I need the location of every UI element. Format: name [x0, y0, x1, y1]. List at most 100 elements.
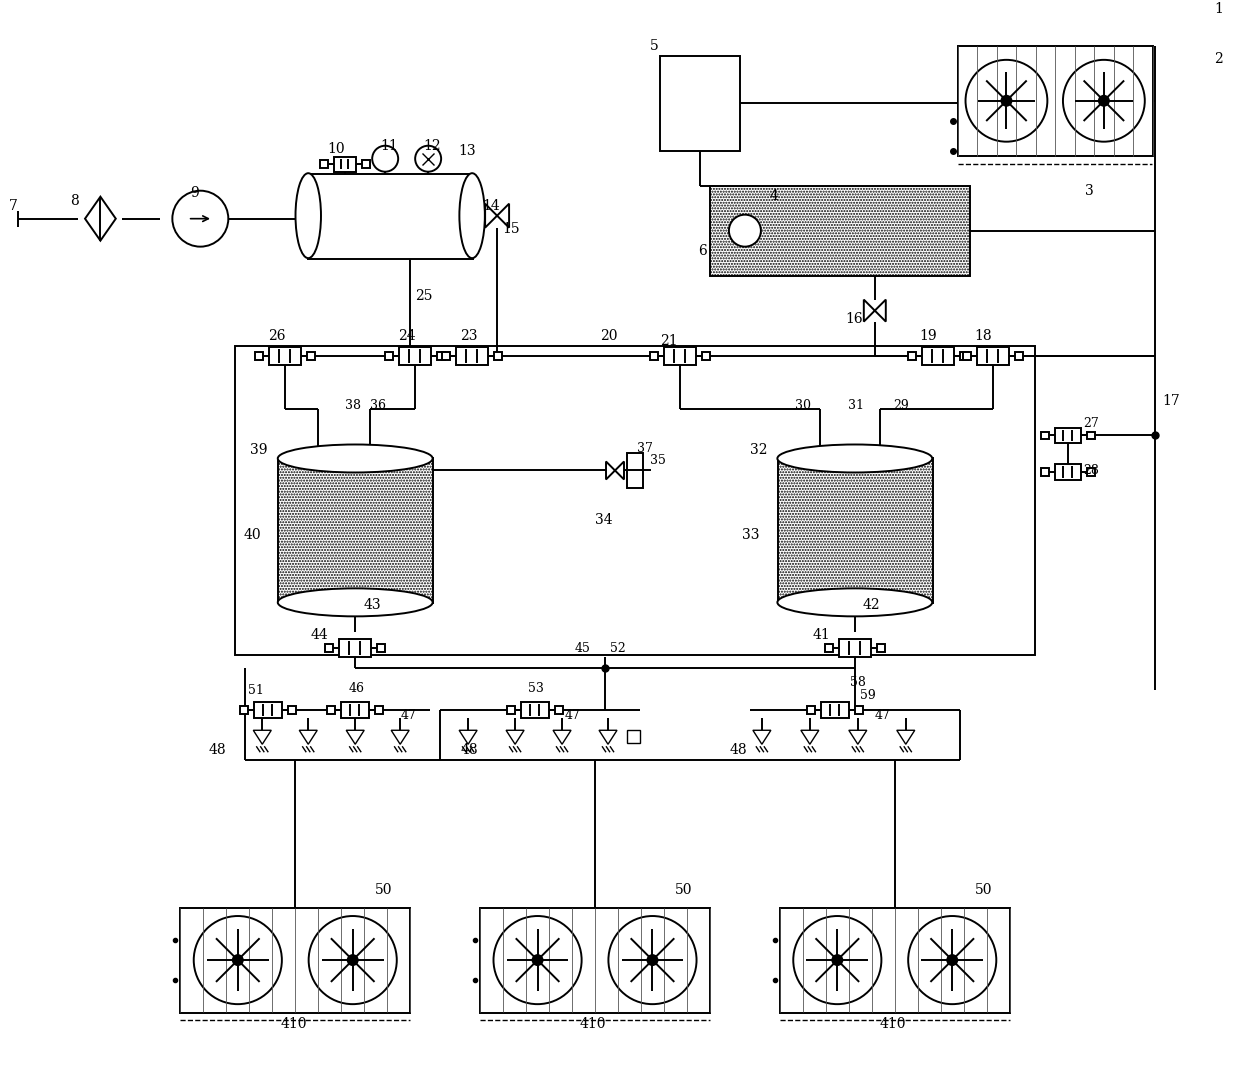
Text: 23: 23: [460, 328, 477, 342]
Text: 9: 9: [190, 186, 200, 200]
Bar: [341, 703, 370, 718]
Bar: [962, 352, 971, 359]
Text: 6: 6: [698, 244, 707, 258]
Text: 44: 44: [310, 629, 329, 643]
Ellipse shape: [278, 444, 433, 472]
Text: 5: 5: [650, 39, 658, 53]
Text: 36: 36: [371, 399, 386, 412]
Polygon shape: [897, 731, 915, 745]
Text: 27: 27: [1084, 417, 1100, 430]
Text: 38: 38: [345, 399, 361, 412]
Text: 410: 410: [580, 1017, 606, 1031]
Polygon shape: [864, 299, 874, 322]
Bar: [960, 352, 967, 359]
Polygon shape: [485, 204, 497, 227]
Bar: [977, 347, 1008, 365]
Text: 33: 33: [742, 528, 759, 543]
Bar: [308, 352, 315, 359]
Bar: [1055, 427, 1080, 443]
Bar: [362, 160, 371, 167]
Polygon shape: [497, 204, 510, 227]
Circle shape: [193, 916, 281, 1004]
Text: 21: 21: [660, 334, 677, 348]
Bar: [957, 46, 1153, 156]
Bar: [376, 706, 383, 715]
Text: 46: 46: [348, 681, 365, 695]
Bar: [340, 640, 371, 658]
Text: 47: 47: [565, 709, 580, 722]
Bar: [1086, 469, 1095, 476]
Bar: [269, 347, 301, 365]
Ellipse shape: [777, 444, 932, 472]
Ellipse shape: [777, 588, 932, 616]
Text: 29: 29: [893, 399, 909, 412]
Text: 18: 18: [975, 328, 992, 342]
Bar: [278, 458, 433, 603]
Circle shape: [347, 955, 357, 965]
Text: 59: 59: [859, 689, 875, 702]
Text: 47: 47: [874, 709, 890, 722]
Text: 10: 10: [327, 142, 345, 156]
Polygon shape: [615, 461, 624, 480]
Text: 50: 50: [975, 883, 992, 897]
Text: 48: 48: [730, 744, 748, 758]
Polygon shape: [299, 731, 317, 745]
Text: 48: 48: [460, 744, 477, 758]
Bar: [854, 706, 863, 715]
Ellipse shape: [295, 173, 321, 259]
Bar: [386, 352, 393, 359]
Bar: [320, 160, 329, 167]
Polygon shape: [506, 731, 525, 745]
Bar: [780, 908, 1009, 1013]
Polygon shape: [391, 731, 409, 745]
Bar: [660, 56, 740, 150]
Text: 39: 39: [250, 443, 268, 457]
Text: 35: 35: [650, 454, 666, 467]
Bar: [377, 644, 386, 652]
Bar: [663, 347, 696, 365]
Text: 45: 45: [575, 642, 591, 655]
Bar: [255, 352, 263, 359]
Polygon shape: [753, 731, 771, 745]
Text: 34: 34: [595, 514, 613, 528]
Bar: [1086, 431, 1095, 440]
Circle shape: [647, 955, 657, 965]
Polygon shape: [553, 731, 572, 745]
Bar: [777, 458, 932, 603]
Bar: [180, 908, 410, 1013]
Circle shape: [172, 191, 228, 247]
Text: 4: 4: [770, 189, 779, 203]
Text: 7: 7: [9, 199, 17, 212]
Text: 14: 14: [482, 199, 500, 212]
Circle shape: [908, 916, 996, 1004]
Bar: [1014, 352, 1023, 359]
Bar: [627, 731, 640, 744]
Text: 50: 50: [675, 883, 692, 897]
Bar: [821, 703, 849, 718]
Circle shape: [233, 955, 243, 965]
Text: 26: 26: [268, 328, 285, 342]
Text: 20: 20: [600, 328, 618, 342]
Text: 17: 17: [1163, 394, 1180, 408]
Bar: [399, 347, 432, 365]
Polygon shape: [801, 731, 818, 745]
Text: 28: 28: [1084, 464, 1100, 477]
Text: 11: 11: [381, 138, 398, 152]
Bar: [1040, 469, 1049, 476]
Circle shape: [832, 955, 842, 965]
Bar: [327, 706, 335, 715]
Bar: [908, 352, 916, 359]
Text: 41: 41: [813, 629, 831, 643]
Circle shape: [532, 955, 543, 965]
Text: 410: 410: [280, 1017, 306, 1031]
Text: 37: 37: [637, 442, 653, 455]
Circle shape: [966, 60, 1048, 142]
Circle shape: [415, 146, 441, 172]
Text: 30: 30: [795, 399, 811, 412]
Circle shape: [609, 916, 697, 1004]
Bar: [456, 347, 489, 365]
Bar: [921, 347, 954, 365]
Text: 47: 47: [401, 709, 417, 722]
Text: 31: 31: [848, 399, 864, 412]
Polygon shape: [599, 731, 618, 745]
